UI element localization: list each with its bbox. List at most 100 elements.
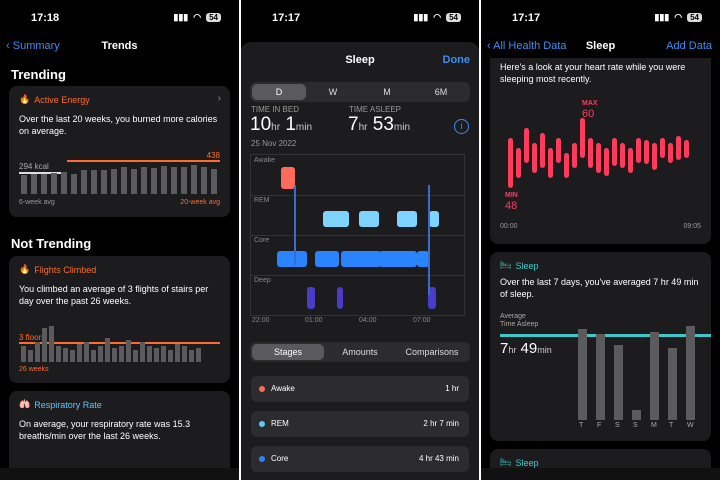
tab-stages[interactable]: Stages xyxy=(252,344,324,360)
deep-segment xyxy=(307,287,315,309)
add-data-button[interactable]: Add Data xyxy=(666,40,712,52)
heart-rate-bar xyxy=(604,148,609,176)
transition-line xyxy=(428,185,430,295)
back-button[interactable]: ‹ Summary xyxy=(6,40,60,52)
done-button[interactable]: Done xyxy=(442,54,471,66)
day-label: F xyxy=(597,422,602,429)
day-bar xyxy=(686,325,695,420)
bed-hours: 10 xyxy=(250,114,272,135)
status-bar: 17:17 ▮▮▮ ◠ 54 xyxy=(481,8,720,28)
info-icon[interactable]: i xyxy=(454,119,469,134)
weekly-bar xyxy=(154,348,159,362)
weekly-bar xyxy=(201,166,207,194)
status-time: 17:17 xyxy=(512,12,541,24)
min-value: 48 xyxy=(505,200,518,212)
segment-6-months[interactable]: 6M xyxy=(434,87,448,97)
segment-week[interactable]: W xyxy=(328,87,338,97)
low-value: 294 kcal xyxy=(19,162,49,171)
status-bar: 17:18 ▮▮▮ ◠ 54 xyxy=(0,8,239,28)
weekly-bar xyxy=(35,342,40,362)
deep-segment xyxy=(337,287,343,309)
x-tick-07: 07:00 xyxy=(413,317,431,324)
rem-dot xyxy=(259,421,265,427)
heart-rate-bar xyxy=(532,143,537,173)
bed-icon: 🛏 xyxy=(500,260,512,270)
sheet-title: Sleep xyxy=(345,54,375,66)
sleep-data-screen: 17:17 ▮▮▮ ◠ 54 ‹ All Health Data Sleep Add… xyxy=(481,0,720,480)
weekly-bar xyxy=(168,350,173,362)
heart-rate-bar xyxy=(556,138,561,163)
stage-value: 2 hr 7 min xyxy=(423,419,459,428)
avg-hours: 7 xyxy=(500,340,509,357)
avg-minutes: 49 xyxy=(520,340,538,357)
card-title: Flights Climbed xyxy=(34,264,97,275)
average-value: 7hr 49min xyxy=(500,340,552,357)
heart-rate-card: Here's a look at your heart rate while y… xyxy=(490,58,711,244)
weekly-bar xyxy=(111,168,117,194)
segment-month[interactable]: M xyxy=(383,87,391,97)
hr-unit: hr xyxy=(271,122,281,133)
hr-unit: hr xyxy=(508,345,517,355)
trending-heading: Trending xyxy=(11,67,66,82)
asleep-hours: 7 xyxy=(348,114,359,135)
weekly-bar xyxy=(84,342,89,362)
heart-rate-bar xyxy=(516,148,521,178)
weekly-bar xyxy=(42,328,47,362)
stage-label-rem: REM xyxy=(254,197,270,204)
stage-row-core[interactable]: Core 4 hr 43 min xyxy=(251,446,469,472)
rem-segment xyxy=(323,211,349,227)
core-segment xyxy=(341,251,381,267)
min-unit: min xyxy=(537,345,552,355)
battery-icon: 54 xyxy=(206,13,221,22)
heart-rate-bar xyxy=(572,143,577,168)
heart-rate-bar xyxy=(644,140,649,164)
weekly-bar xyxy=(175,344,180,362)
average-line xyxy=(19,342,220,344)
card-description: On average, your respiratory rate was 15… xyxy=(19,419,191,441)
max-label: MAX xyxy=(582,100,598,107)
flights-climbed-card[interactable]: 🔥 Flights Climbed You climbed an average … xyxy=(9,256,230,383)
heart-rate-bar xyxy=(524,128,529,163)
heart-rate-bar xyxy=(508,138,513,188)
weekly-bar xyxy=(81,170,87,194)
day-bar xyxy=(650,331,659,420)
signal-icon: ▮▮▮ xyxy=(413,12,429,22)
weekly-bar xyxy=(70,350,75,362)
wifi-icon: ◠ xyxy=(433,12,442,22)
sleep-average-card[interactable]: 🛏 Sleep Over the last 7 days, you've aver… xyxy=(490,252,711,441)
tab-amounts[interactable]: Amounts xyxy=(342,347,378,357)
view-segmented-control: Stages Amounts Comparisons xyxy=(250,342,470,362)
back-button[interactable]: ‹ All Health Data xyxy=(487,40,567,52)
awake-segment xyxy=(281,167,295,189)
card-description: You climbed an average of 3 flights of s… xyxy=(19,284,209,306)
card-description: Over the last 7 days, you've averaged 7 … xyxy=(500,277,699,299)
heart-rate-bar xyxy=(548,148,553,178)
segment-day[interactable]: D xyxy=(252,84,306,100)
weekly-bar xyxy=(131,168,137,194)
bed-minutes: 1 xyxy=(285,114,296,135)
day-label: T xyxy=(669,422,674,429)
stage-row-rem[interactable]: REM 2 hr 7 min xyxy=(251,411,469,437)
weekly-bar xyxy=(191,165,197,194)
time-asleep-label: TIME ASLEEP xyxy=(349,105,402,114)
weekly-bar xyxy=(91,350,96,362)
card-title: Sleep xyxy=(515,260,539,271)
wifi-icon: ◠ xyxy=(674,12,683,22)
weekly-bar xyxy=(21,346,26,362)
time-asleep-value: 7hr 53min xyxy=(348,114,410,136)
heart-rate-bar xyxy=(540,133,545,168)
heart-rate-bar xyxy=(660,138,665,158)
heart-rate-bar xyxy=(636,138,641,163)
card-description: Over the last 20 weeks, you burned more … xyxy=(19,114,218,136)
trends-screen: 17:18 ▮▮▮ ◠ 54 ‹ Summary Trends Trending 🔥… xyxy=(0,0,239,480)
min-unit: min xyxy=(295,122,313,133)
weekly-bar xyxy=(31,173,37,194)
x-tick-01: 01:00 xyxy=(305,317,323,324)
tab-comparisons[interactable]: Comparisons xyxy=(405,347,459,357)
active-energy-card[interactable]: 🔥 Active Energy › Over the last 20 weeks,… xyxy=(9,86,230,217)
average-value: 3 floors xyxy=(19,333,46,342)
stage-row-awake[interactable]: Awake 1 hr xyxy=(251,376,469,402)
respiratory-rate-card[interactable]: 🫁 Respiratory Rate On average, your respi… xyxy=(9,391,230,480)
weekly-bar xyxy=(151,168,157,194)
